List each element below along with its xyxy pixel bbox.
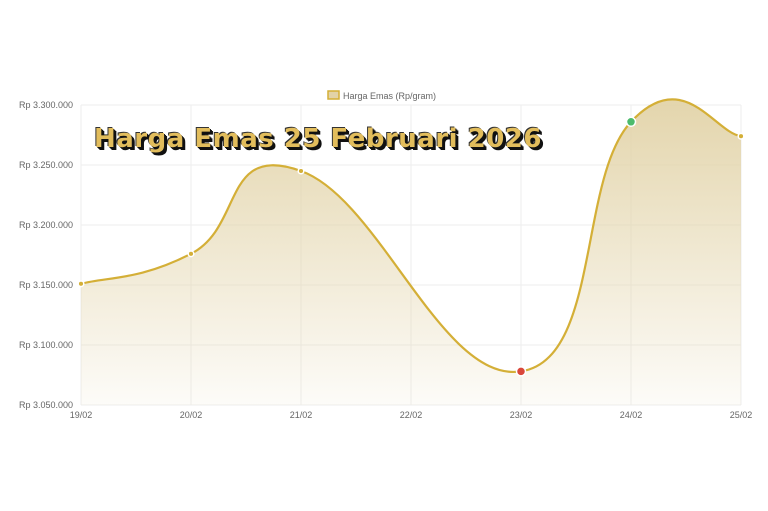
max-point — [625, 116, 637, 128]
x-tick-label: 21/02 — [290, 410, 313, 420]
y-tick-label: Rp 3.050.000 — [19, 400, 73, 410]
legend-swatch — [327, 90, 340, 100]
x-tick-label: 20/02 — [180, 410, 203, 420]
y-tick-label: Rp 3.200.000 — [19, 220, 73, 230]
data-point — [737, 132, 745, 140]
data-point — [297, 167, 305, 175]
min-point — [515, 366, 527, 377]
legend-label: Harga Emas (Rp/gram) — [343, 91, 436, 101]
x-tick-label: 25/02 — [730, 410, 753, 420]
x-tick-label: 24/02 — [620, 410, 643, 420]
x-tick-label: 23/02 — [510, 410, 533, 420]
x-tick-label: 22/02 — [400, 410, 423, 420]
x-tick-label: 19/02 — [70, 410, 93, 420]
data-point — [77, 280, 85, 288]
y-tick-label: Rp 3.100.000 — [19, 340, 73, 350]
y-tick-label: Rp 3.250.000 — [19, 160, 73, 170]
chart-title: Harga Emas 25 Februari 2026 — [94, 124, 542, 154]
data-point — [187, 250, 195, 258]
area-fill — [81, 99, 741, 406]
y-tick-label: Rp 3.300.000 — [19, 100, 73, 110]
y-tick-label: Rp 3.150.000 — [19, 280, 73, 290]
